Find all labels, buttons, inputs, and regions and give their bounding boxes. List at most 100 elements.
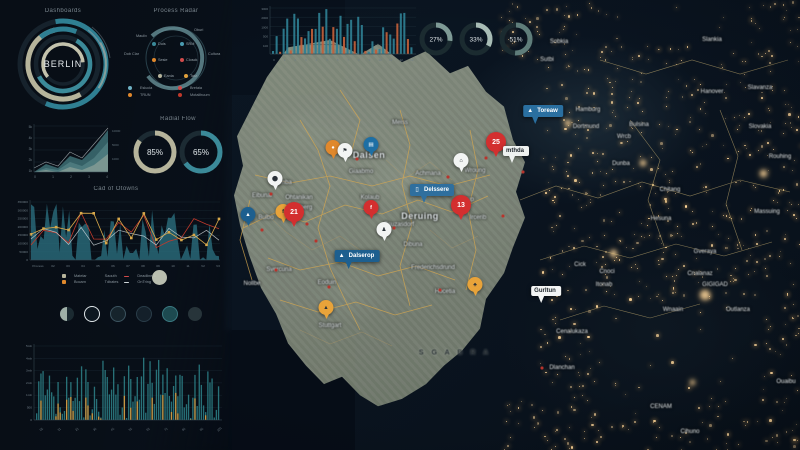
radar-footer-item[interactable]: Bretaia <box>178 86 228 90</box>
pin-red-21[interactable]: 21 <box>284 202 304 227</box>
radar-outer-label: Dob Clar <box>124 52 139 56</box>
map-place-label: Ircerib <box>469 215 487 221</box>
top-bar <box>375 49 378 54</box>
bottom-bar-highlight <box>70 397 72 420</box>
phase-indicator-teal-icon[interactable] <box>162 306 178 322</box>
pin-white-west[interactable]: ⬤ <box>267 171 283 190</box>
spike-legend-item[interactable]: Saouth <box>93 274 119 278</box>
label-pin-gurltun[interactable]: Gurltun <box>531 286 561 303</box>
spike-legend-item[interactable]: Tdbates <box>93 280 119 284</box>
pin-orange-north[interactable]: ● <box>325 140 341 159</box>
pin-red-25[interactable]: 25 <box>486 132 506 157</box>
top-bar <box>279 51 282 54</box>
top-bar <box>396 23 399 54</box>
top-bar-xtick: 13 <box>410 58 414 62</box>
bottom-bar <box>121 407 123 420</box>
top-bar-xtick: 5 <box>326 58 328 62</box>
top-bar <box>367 51 370 54</box>
phase-indicator-half-icon[interactable] <box>60 307 74 321</box>
pin-tree-icon: ♣ <box>473 281 477 288</box>
bottom-bar <box>87 382 89 420</box>
bottom-bar <box>181 375 183 420</box>
spike-xtick: 06 <box>111 264 115 268</box>
radar-item[interactable]: Closck <box>180 58 197 62</box>
legend-swatch-icon <box>62 274 66 278</box>
widget-top-bar-chart[interactable]: 3000 2000 1000 500 100 0 1 2 3 4 5 6 7 8 9 10 11 12 13 <box>248 2 420 68</box>
radar-item[interactable]: Duis <box>152 42 166 46</box>
bottom-bar <box>198 364 200 420</box>
spike-data-marker <box>142 212 146 215</box>
pin-red-f[interactable]: f <box>363 200 379 219</box>
spike-chart-legend: Matelar Saouth Deadline 5 Bocarn Tdbates OnTr… <box>62 274 156 284</box>
pin-white-center[interactable]: ♟ <box>376 222 392 241</box>
radar-footer-item[interactable]: TRUN <box>128 93 178 97</box>
spike-legend-label: OnTring <box>137 280 151 284</box>
phase-indicator-ring-icon[interactable] <box>84 306 100 322</box>
radar-footer-item[interactable]: Motalihuum <box>178 93 228 97</box>
spike-legend-item[interactable]: Deadline 5 <box>124 274 156 278</box>
gauge-arc <box>419 22 453 56</box>
spike-ytick: 250000 <box>18 217 29 221</box>
bottom-bar <box>113 367 115 420</box>
top-bar <box>289 50 292 54</box>
bottom-bar <box>179 374 181 420</box>
widget-process-radar[interactable]: Process Radar Duis SRM Sesie Closck Eania Tat… <box>122 8 230 112</box>
pin-orange-southeast[interactable]: ♣ <box>467 277 483 296</box>
widget-spike-chart[interactable]: Cad of Otowns 350000 300000 250000 200000 15… <box>4 186 228 298</box>
phase-indicator-faint-icon[interactable] <box>136 306 152 322</box>
phase-indicator-row[interactable] <box>60 306 202 322</box>
map-place-label: Kolaub <box>360 195 380 201</box>
radar-footer-dot-icon <box>178 93 182 97</box>
spike-legend-item[interactable]: Matelar <box>62 274 87 278</box>
bottom-bar-highlight <box>72 410 74 420</box>
spike-data-marker <box>92 212 95 215</box>
radar-footer-item[interactable]: Eslucia <box>128 86 178 90</box>
pin-white-north[interactable]: ⚑ <box>337 143 353 162</box>
pin-orange-south[interactable]: ▲ <box>318 300 334 319</box>
pin-blue-west[interactable]: ▲ <box>240 207 256 226</box>
gauge-value-label: 85% <box>147 148 163 157</box>
bottom-bar <box>164 393 166 420</box>
bottom-bar-highlight <box>130 407 132 420</box>
area-ytick: 4k <box>29 136 33 140</box>
radar-item[interactable]: Tatz <box>184 74 197 78</box>
spike-legend-item[interactable]: OnTring <box>124 280 155 284</box>
spike-legend-item[interactable]: Bocarn <box>62 280 87 284</box>
pin-count-label: 21 <box>290 208 298 216</box>
label-pin-text: Toreaw <box>537 108 558 114</box>
widget-top-gauges[interactable]: 27% 33% 51% <box>418 14 534 64</box>
phase-indicator-dim-icon[interactable] <box>110 306 126 322</box>
widget-radial-city[interactable]: Dashboards BERLIN <box>8 6 118 116</box>
label-pin-mthd[interactable]: mthda <box>503 146 529 163</box>
label-pin-toreaw[interactable]: ▲ Toreaw <box>523 105 563 124</box>
map-city-dot <box>260 228 264 232</box>
radar-item[interactable]: Sesie <box>152 58 168 62</box>
map-city-dot <box>446 175 450 179</box>
bottom-bar <box>110 389 113 420</box>
widget-radial-flow[interactable]: Radial Flow 85% 65% <box>126 116 230 184</box>
pin-car-icon: ⬤ <box>271 175 279 182</box>
spike-xtick: 04 <box>81 264 85 268</box>
radar-item-label: Closck <box>186 58 198 62</box>
top-bar-xtick: 10 <box>378 58 382 62</box>
bottom-bar <box>147 383 149 420</box>
widget-area-chart[interactable]: 5k 4k 3k 2k 1k 0 1 2 3 4 10000 5000 1000 <box>16 118 124 184</box>
spike-data-marker <box>79 211 83 215</box>
process-radar-items[interactable]: Duis SRM Sesie Closck Eania Tatz <box>122 18 230 100</box>
radar-item[interactable]: SRM <box>180 42 194 46</box>
map-place-label: Bulbo <box>258 215 274 221</box>
bottom-bar <box>209 382 211 420</box>
pin-white-east[interactable]: ⌂ <box>453 153 469 172</box>
phase-indicator-dark-icon[interactable] <box>188 307 202 321</box>
area-right-label: 5000 <box>112 143 119 147</box>
label-pin-dalsero[interactable]: ▲ Dalserop <box>334 250 380 269</box>
pin-blue-north[interactable]: ▤ <box>363 137 379 156</box>
widget-bottom-bar-chart[interactable]: 5mb 4mb 3mb 2mb 1mb 500 0 01 11 21 31 41 51 61 71 81 91… <box>4 336 228 444</box>
pin-red-13[interactable]: 13 <box>451 195 471 220</box>
label-pin-delssere[interactable]: ▯ Delssere <box>409 184 455 203</box>
top-bar <box>343 36 346 54</box>
map-city-dot <box>484 156 488 160</box>
radar-item[interactable]: Eania <box>158 74 174 78</box>
spike-data-marker <box>67 228 70 232</box>
widget-radial-flow-title: Radial Flow <box>160 116 196 122</box>
